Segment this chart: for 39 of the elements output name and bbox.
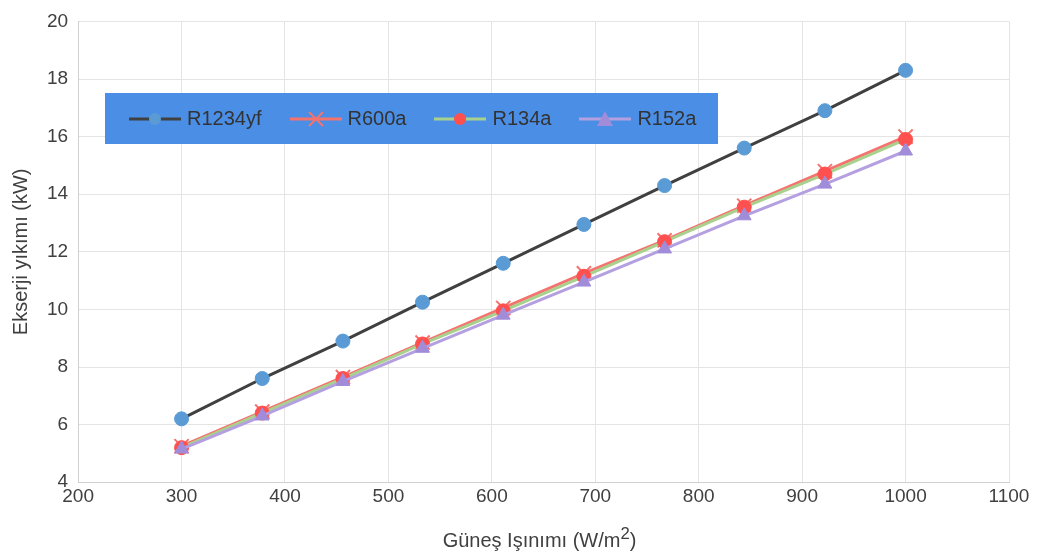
y-tick-label: 12 xyxy=(46,240,69,262)
x-tick-label: 400 xyxy=(269,484,301,506)
x-axis-title: Güneş Işınımı (W/m$^{2}$) xyxy=(441,524,638,552)
point xyxy=(495,299,512,317)
legend-label: R134a xyxy=(492,107,552,130)
point xyxy=(817,103,833,119)
y-tick-label: 16 xyxy=(46,124,69,146)
point xyxy=(898,142,913,156)
point xyxy=(736,207,752,221)
point xyxy=(657,240,673,254)
y-tick-label: 10 xyxy=(46,297,69,319)
x-tick-label: 600 xyxy=(476,484,508,506)
point xyxy=(736,140,752,156)
point xyxy=(898,62,914,78)
y-tick-label: 14 xyxy=(46,182,69,204)
point xyxy=(174,411,190,427)
point xyxy=(335,333,351,349)
point xyxy=(576,216,592,232)
point xyxy=(495,255,511,271)
point xyxy=(657,178,673,194)
point xyxy=(576,273,592,287)
x-tick-label: 700 xyxy=(579,484,612,506)
x-tick-label: 500 xyxy=(372,484,405,506)
legend-label: R600a xyxy=(347,107,407,130)
x-tick-label: 1100 xyxy=(988,484,1030,506)
point xyxy=(817,175,833,189)
x-tick-label: 900 xyxy=(786,484,818,506)
legend-label: R1234yf xyxy=(187,107,262,130)
y-tick-label: 20 xyxy=(46,9,69,31)
point xyxy=(254,371,270,387)
y-axis-title: Ekserji yıkımı (kW) xyxy=(8,168,31,336)
point xyxy=(415,294,431,310)
x-tick-label: 300 xyxy=(165,484,198,506)
y-tick-label: 8 xyxy=(57,355,69,377)
x-tick-label: 800 xyxy=(682,484,715,506)
x-tick-label: 1000 xyxy=(884,484,927,506)
y-tick-label: 6 xyxy=(57,412,69,434)
y-tick-label: 18 xyxy=(46,67,69,89)
legend-label: R152a xyxy=(637,107,697,130)
